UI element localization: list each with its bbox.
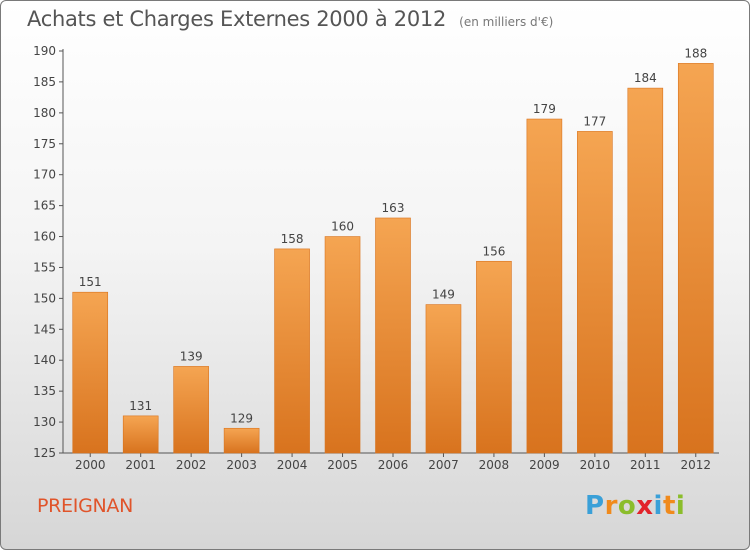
bar [627,87,664,454]
bar [122,415,159,454]
x-tick-label: 2008 [479,458,510,472]
commune-name: PREIGNAN [37,495,134,517]
x-tick-label: 2003 [226,458,257,472]
bar [476,260,512,454]
y-tick-label: 180 [33,106,56,120]
bar [72,291,109,454]
x-tick-label: 2005 [327,458,358,472]
bar-value-label: 177 [583,114,606,128]
logo-letter: t [662,491,676,521]
y-tick-label: 130 [33,415,56,429]
logo-letter: P [585,491,605,521]
chart-title: Achats et Charges Externes 2000 à 2012 [27,7,447,31]
x-tick-label: 2011 [630,458,661,472]
x-tick-label: 2001 [125,458,156,472]
bar [173,366,209,454]
bar [677,63,714,454]
logo-letter: i [675,491,686,521]
bar [526,118,563,454]
y-tick-label: 190 [33,44,56,58]
y-tick-label: 140 [33,353,56,367]
chart-title-block: Achats et Charges Externes 2000 à 2012 (… [27,7,553,31]
bar-value-label: 131 [129,399,152,413]
bar-value-label: 188 [684,46,707,60]
y-tick-label: 170 [33,168,56,182]
bar-value-label: 163 [382,201,405,215]
y-tick-label: 185 [33,75,56,89]
x-tick-label: 2010 [580,458,611,472]
chart-unit: (en milliers d'€) [459,15,554,29]
y-tick-label: 175 [33,137,56,151]
x-tick-label: 2000 [75,458,106,472]
y-tick-label: 135 [33,384,56,398]
logo-letter: r [604,491,618,521]
y-tick-label: 155 [33,260,56,274]
bar [223,427,260,454]
x-tick-label: 2004 [277,458,308,472]
bar-value-label: 179 [533,102,556,116]
y-tick-label: 150 [33,291,56,305]
bar-value-label: 139 [180,349,203,363]
y-tick-label: 145 [33,322,56,336]
bar [425,304,462,454]
logo-letter: x [636,491,654,521]
bar-value-label: 160 [331,220,354,234]
logo-letter: o [617,491,637,521]
x-tick-label: 2006 [378,458,409,472]
y-tick-label: 160 [33,230,56,244]
logo-letter: i [653,491,663,521]
bar [375,217,411,454]
y-tick-label: 165 [33,199,56,213]
bar-value-label: 156 [482,244,505,258]
bar-value-label: 149 [432,288,455,302]
bar [577,131,613,454]
bar-value-label: 151 [79,275,102,289]
x-tick-label: 2009 [529,458,560,472]
bar [274,248,310,454]
x-tick-label: 2007 [428,458,459,472]
bar-value-label: 184 [634,71,657,85]
y-tick-label: 125 [33,446,56,460]
x-tick-label: 2002 [176,458,207,472]
x-tick-label: 2012 [680,458,711,472]
bar-value-label: 129 [230,411,253,425]
proxiti-logo: Proxiti [585,491,685,521]
bar-value-label: 158 [281,232,304,246]
bar [324,236,361,454]
